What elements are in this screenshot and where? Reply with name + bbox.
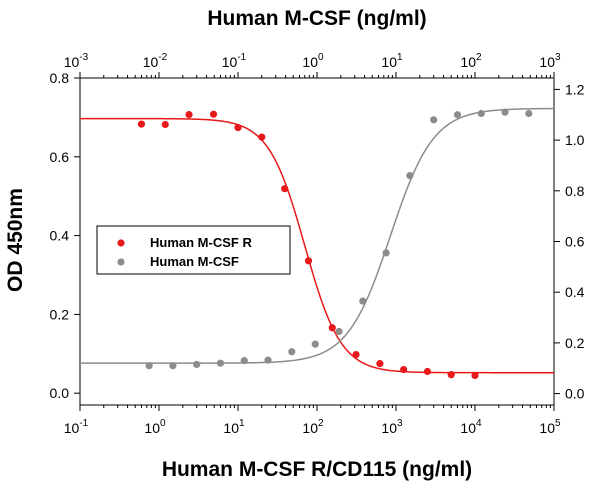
y-right-tick-label: 0.2 — [565, 335, 585, 351]
y-right-tick-label: 0.4 — [565, 284, 585, 300]
x-bottom-tick-exponent: 2 — [318, 418, 324, 429]
x-top-tick-label: 103 — [539, 52, 561, 70]
chart-title: Human M-CSF (ng/ml) — [207, 7, 426, 30]
data-point-human-m-csf-r — [352, 350, 360, 359]
x-top-tick-exponent: -1 — [237, 52, 246, 63]
y-right-tick-label: 1.0 — [565, 132, 585, 148]
data-point-human-m-csf — [288, 348, 296, 356]
data-point-human-m-csf — [311, 340, 319, 348]
y-axis-label: OD 450nm — [4, 188, 27, 292]
x-bottom-tick-label: 104 — [460, 418, 482, 436]
x-bottom-tick-exponent: 0 — [160, 418, 166, 429]
x-bottom-tick-label: 103 — [381, 418, 403, 436]
x-top-tick-label: 101 — [381, 52, 403, 70]
data-point-human-m-csf — [406, 171, 414, 180]
y-left-tick-label: 0.0 — [50, 385, 70, 401]
y-left-tick-label: 0.6 — [50, 149, 70, 165]
x-bottom-tick-exponent: 5 — [555, 418, 561, 429]
data-point-human-m-csf — [430, 116, 438, 124]
x-top-tick-exponent: -3 — [79, 52, 88, 63]
data-point-human-m-csf-r — [258, 133, 266, 141]
fit-curve-human-m-csf — [80, 107, 555, 364]
y-left-tick-label: 0.2 — [50, 306, 70, 322]
data-point-human-m-csf — [240, 357, 248, 365]
data-point-human-m-csf-r — [209, 110, 218, 118]
data-point-human-m-csf — [359, 297, 367, 305]
x-bottom-tick-label: 102 — [302, 418, 324, 436]
x-bottom-tick-label: 10-1 — [64, 418, 89, 436]
y-right-tick-label: 1.2 — [565, 81, 585, 97]
x-top-tick-exponent: 3 — [555, 52, 561, 63]
data-point-human-m-csf — [501, 108, 509, 116]
data-point-human-m-csf-r — [281, 185, 289, 193]
x-top-tick-label: 10-3 — [64, 52, 89, 70]
x-bottom-tick-exponent: -1 — [79, 418, 88, 429]
data-point-human-m-csf-r — [447, 371, 455, 379]
data-point-human-m-csf — [382, 249, 390, 257]
data-point-human-m-csf — [525, 109, 533, 118]
data-point-human-m-csf — [145, 362, 153, 370]
legend-label-human-m-csf-r: Human M-CSF R — [150, 235, 252, 250]
legend-marker-human-m-csf-r — [117, 239, 125, 247]
y-left-tick-label: 0.8 — [50, 70, 70, 86]
x-axis-label: Human M-CSF R/CD115 (ng/ml) — [162, 458, 472, 481]
x-top-tick-exponent: -2 — [158, 52, 167, 63]
data-point-human-m-csf — [335, 327, 343, 336]
legend: Human M-CSF R Human M-CSF — [96, 225, 291, 275]
x-bottom-tick-label: 105 — [539, 418, 561, 436]
x-top-tick-exponent: 1 — [397, 52, 403, 63]
data-point-human-m-csf-r — [161, 120, 169, 129]
data-point-human-m-csf-r — [328, 324, 336, 332]
x-top-tick-label: 10-1 — [222, 52, 247, 70]
data-point-human-m-csf-r — [400, 365, 408, 374]
x-top-tick-label: 102 — [460, 52, 482, 70]
x-bottom-tick-label: 101 — [223, 418, 245, 436]
data-point-human-m-csf-r — [423, 367, 432, 376]
data-point-human-m-csf-r — [376, 360, 384, 368]
data-point-human-m-csf — [169, 362, 177, 370]
x-top-tick-exponent: 0 — [318, 52, 324, 63]
x-bottom-tick-exponent: 1 — [239, 418, 245, 429]
data-point-human-m-csf — [264, 356, 272, 364]
x-bottom-tick-exponent: 3 — [397, 418, 403, 429]
data-point-human-m-csf-r — [137, 120, 146, 128]
data-points — [137, 108, 533, 380]
data-point-human-m-csf — [193, 360, 201, 369]
data-point-human-m-csf — [453, 111, 462, 119]
x-top-tick-label: 100 — [302, 52, 324, 70]
y-left-tick-label: 0.4 — [50, 228, 70, 244]
x-bottom-tick-label: 100 — [144, 418, 166, 436]
x-bottom-tick-exponent: 4 — [476, 418, 482, 429]
y-right-tick-label: 0.6 — [565, 234, 585, 250]
y-right-tick-label: 0.8 — [565, 183, 585, 199]
data-point-human-m-csf-r — [471, 371, 479, 380]
data-point-human-m-csf — [216, 359, 225, 367]
data-point-human-m-csf-r — [185, 111, 193, 119]
data-point-human-m-csf-r — [304, 257, 313, 265]
legend-marker-human-m-csf — [117, 258, 125, 266]
data-point-human-m-csf — [477, 109, 485, 118]
y-right-tick-label: 0.0 — [565, 386, 585, 402]
x-top-tick-label: 10-2 — [143, 52, 168, 70]
legend-label-human-m-csf: Human M-CSF — [150, 254, 239, 269]
data-point-human-m-csf-r — [234, 124, 242, 132]
legend-box — [96, 225, 291, 275]
x-top-tick-exponent: 2 — [476, 52, 482, 63]
